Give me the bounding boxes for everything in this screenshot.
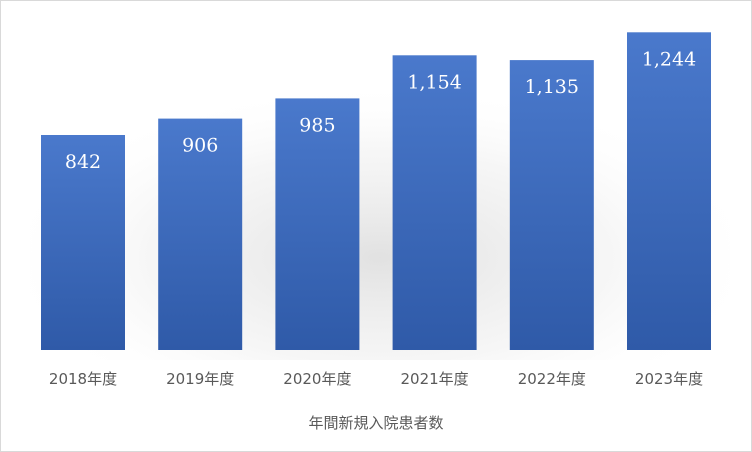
bar-4 bbox=[509, 60, 594, 350]
bar-0 bbox=[41, 135, 125, 350]
bar-2 bbox=[275, 98, 360, 351]
data-label-4: 1,135 bbox=[525, 76, 579, 98]
x-tick-label-3: 2021年度 bbox=[401, 370, 469, 388]
data-label-0: 842 bbox=[65, 151, 101, 173]
data-label-2: 985 bbox=[299, 114, 335, 136]
data-label-5: 1,244 bbox=[642, 48, 696, 70]
x-tick-label-1: 2019年度 bbox=[166, 370, 234, 388]
bar-5 bbox=[627, 32, 711, 351]
x-tick-label-4: 2022年度 bbox=[518, 370, 586, 388]
bar-1 bbox=[158, 118, 243, 350]
x-tick-label-0: 2018年度 bbox=[49, 370, 117, 388]
bar-3 bbox=[392, 55, 477, 351]
data-label-3: 1,154 bbox=[407, 71, 461, 93]
x-tick-label-5: 2023年度 bbox=[635, 370, 703, 388]
value-labels-group: 842 906 985 1,154 1,135 1,244 bbox=[65, 48, 696, 173]
x-tick-label-2: 2020年度 bbox=[283, 370, 351, 388]
data-label-1: 906 bbox=[182, 135, 218, 157]
bars-group bbox=[41, 32, 711, 351]
x-tick-labels-group: 2018年度 2019年度 2020年度 2021年度 2022年度 2023年度 bbox=[49, 370, 703, 388]
x-axis-title: 年間新規入院患者数 bbox=[308, 414, 443, 432]
plot-shadow bbox=[30, 40, 730, 360]
